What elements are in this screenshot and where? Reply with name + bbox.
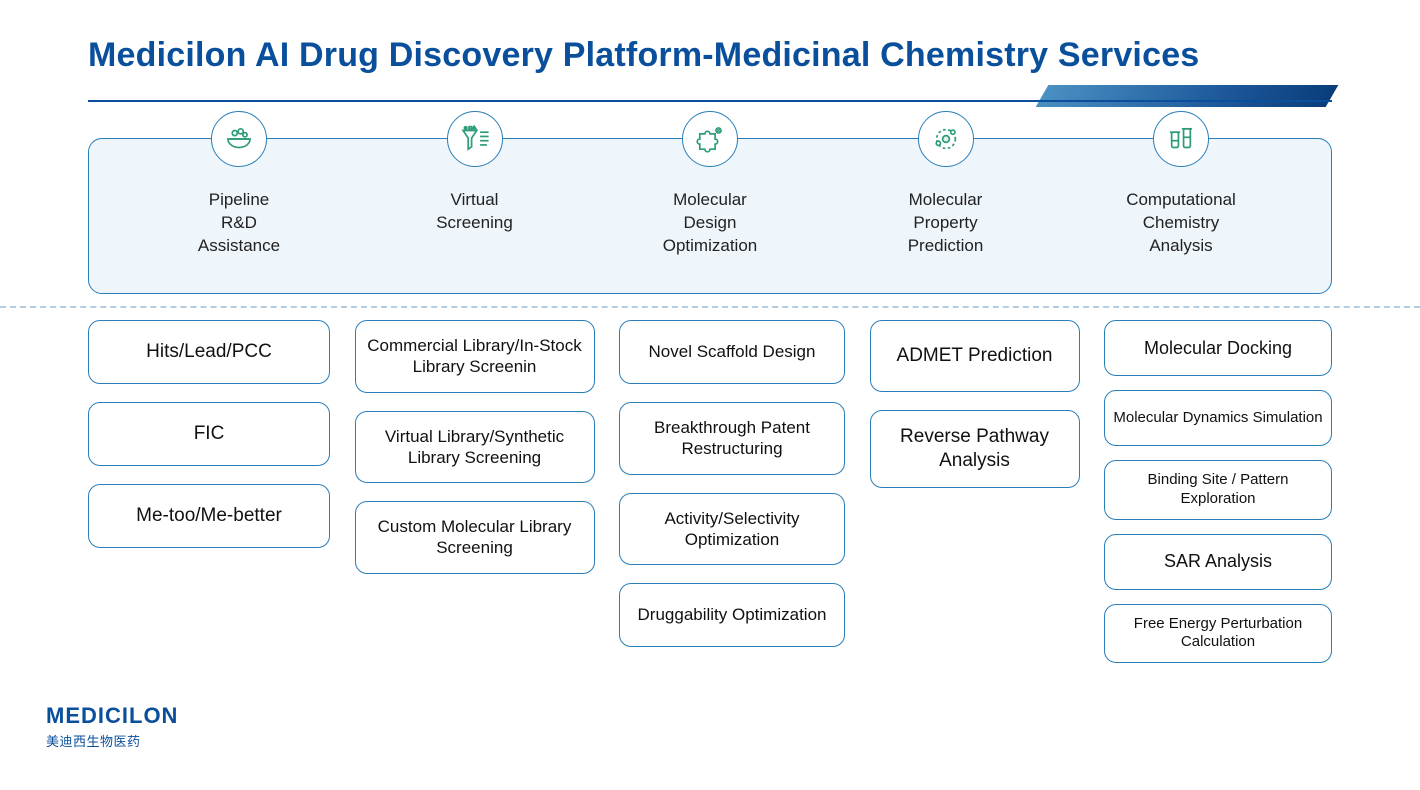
- puzzle-icon: [682, 111, 738, 167]
- header-label: Molecular Design Optimization: [663, 189, 757, 258]
- logo-main-text: MEDICILON: [46, 703, 178, 729]
- funnel-icon: [447, 111, 503, 167]
- header-col-computational-chemistry: Computational Chemistry Analysis: [1081, 139, 1281, 293]
- service-card: Me-too/Me-better: [88, 484, 330, 548]
- service-card: Breakthrough Patent Restructuring: [619, 402, 845, 475]
- service-card: ADMET Prediction: [870, 320, 1080, 392]
- header-col-pipeline: Pipeline R&D Assistance: [139, 139, 339, 293]
- service-card: Free Energy Perturbation Calculation: [1104, 604, 1332, 664]
- column-molecular-design: Novel Scaffold Design Breakthrough Paten…: [619, 320, 845, 663]
- header-col-molecular-design: Molecular Design Optimization: [610, 139, 810, 293]
- title-underline: [88, 100, 1332, 102]
- column-computational-chemistry: Molecular Docking Molecular Dynamics Sim…: [1104, 320, 1332, 663]
- service-card: Hits/Lead/PCC: [88, 320, 330, 384]
- service-card: Custom Molecular Library Screening: [355, 501, 595, 574]
- column-virtual-screening: Commercial Library/In-Stock Library Scre…: [355, 320, 595, 663]
- column-property-prediction: ADMET Prediction Reverse Pathway Analysi…: [870, 320, 1080, 663]
- bowl-icon: [211, 111, 267, 167]
- service-card: Molecular Docking: [1104, 320, 1332, 376]
- header-col-virtual-screening: Virtual Screening: [375, 139, 575, 293]
- brand-logo: MEDICILON 美迪西生物医药: [46, 703, 178, 750]
- service-card: Molecular Dynamics Simulation: [1104, 390, 1332, 446]
- header-label: Molecular Property Prediction: [908, 189, 984, 258]
- page-title: Medicilon AI Drug Discovery Platform-Med…: [88, 36, 1199, 75]
- header-col-property-prediction: Molecular Property Prediction: [846, 139, 1046, 293]
- service-card: Novel Scaffold Design: [619, 320, 845, 384]
- service-card: Virtual Library/Synthetic Library Screen…: [355, 411, 595, 484]
- service-card: Binding Site / Pattern Exploration: [1104, 460, 1332, 520]
- columns-container: Hits/Lead/PCC FIC Me-too/Me-better Comme…: [88, 320, 1332, 663]
- orbit-icon: [918, 111, 974, 167]
- header-label: Computational Chemistry Analysis: [1126, 189, 1236, 258]
- service-card: SAR Analysis: [1104, 534, 1332, 590]
- beakers-icon: [1153, 111, 1209, 167]
- divider-dashed: [0, 306, 1420, 308]
- service-card: Reverse Pathway Analysis: [870, 410, 1080, 488]
- header-label: Virtual Screening: [436, 189, 513, 235]
- service-card: FIC: [88, 402, 330, 466]
- service-card: Druggability Optimization: [619, 583, 845, 647]
- service-card: Activity/Selectivity Optimization: [619, 493, 845, 566]
- logo-sub-text: 美迪西生物医药: [46, 731, 178, 750]
- column-pipeline: Hits/Lead/PCC FIC Me-too/Me-better: [88, 320, 330, 663]
- title-accent-stripe: [1036, 85, 1339, 107]
- service-card: Commercial Library/In-Stock Library Scre…: [355, 320, 595, 393]
- header-label: Pipeline R&D Assistance: [198, 189, 280, 258]
- header-panel: Pipeline R&D Assistance Virtual Screenin…: [88, 138, 1332, 294]
